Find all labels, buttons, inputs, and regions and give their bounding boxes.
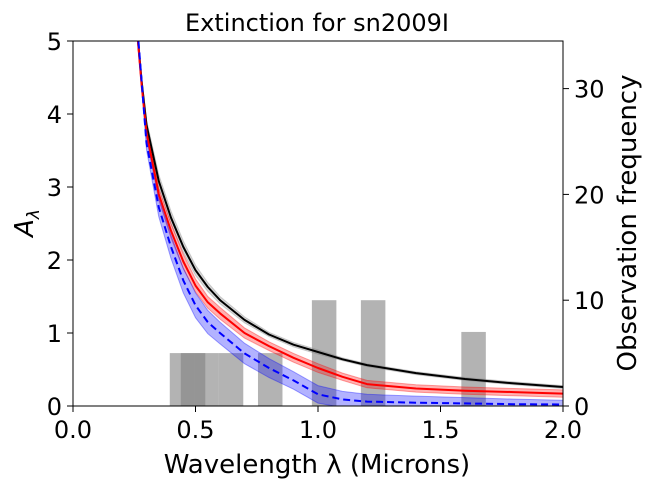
x-tick-label: 1.5 [421,416,459,444]
uncertainty-band-3 [137,41,563,406]
x-axis-label: Wavelength λ (Microns) [164,450,470,480]
y-tick-label: 5 [47,28,62,56]
y2-tick-label: 20 [574,181,605,209]
uncertainty-band-2 [137,41,563,398]
extinction-curve-1 [137,41,563,388]
uncertainty-bands [137,41,563,406]
y-tick-label: 3 [47,174,62,202]
y2-tick-label: 0 [574,393,589,421]
chart-title: Extinction for sn2009I [185,9,449,37]
x-tick-label: 2.0 [544,416,582,444]
y2-tick-label: 30 [574,76,605,104]
frequency-bar [194,353,219,406]
y-tick-label: 0 [47,393,62,421]
y-axis-label: Aλ [10,209,44,239]
frequency-bar [218,353,244,406]
y-axis-label-sub: λ [24,209,44,220]
y2-tick-label: 10 [574,287,605,315]
x-axis-ticks: 0.0 0.5 1.0 1.5 2.0 [54,406,582,444]
y-tick-label: 1 [47,320,62,348]
uncertainty-band-1 [137,41,563,390]
x-tick-label: 0.0 [54,416,92,444]
extinction-curve-2 [136,41,563,395]
y-axis-ticks: 0 1 2 3 4 5 [47,28,73,421]
y-tick-label: 4 [47,101,62,129]
frequency-bar [257,353,283,406]
x-tick-label: 0.5 [176,416,214,444]
y2-axis-ticks: 0 10 20 30 [563,76,605,421]
extinction-curves [136,41,563,406]
y-axis-label-main: A [10,219,40,239]
y-tick-label: 2 [47,247,62,275]
frequency-bar [360,300,386,406]
extinction-curve-3 [137,41,563,406]
y2-axis-label: Observation frequency [613,75,643,372]
frequency-bar [461,331,486,406]
x-tick-label: 1.0 [299,416,337,444]
